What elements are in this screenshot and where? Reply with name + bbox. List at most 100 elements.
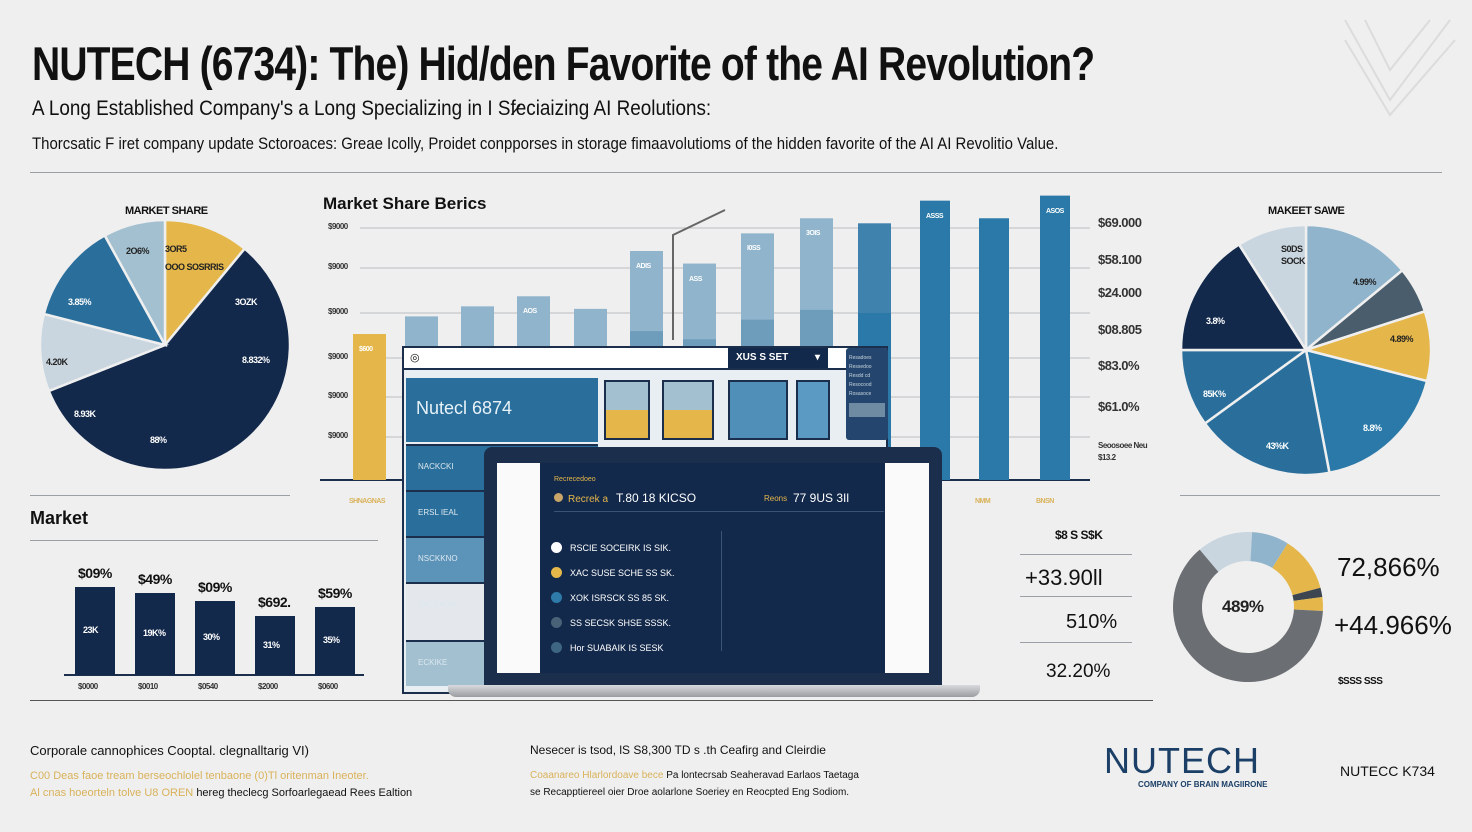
donut-caption: $SSS SSS (1338, 676, 1383, 687)
bar (75, 587, 115, 675)
legend-dot-icon (551, 567, 562, 578)
data-label: 8.8% (1363, 423, 1382, 433)
window-titlebar: ◎ XUS S SET ▾ (404, 348, 886, 370)
dropdown-icon: ▾ (814, 352, 820, 363)
app-logo-icon: ◎ (410, 352, 420, 364)
right-axis-label: Seoosoee Neu (1098, 441, 1148, 450)
data-label: OOO SOSRRIS (165, 262, 224, 272)
donut-slice (1250, 532, 1288, 568)
donut-slice (1199, 532, 1253, 572)
y-tick-label: $9000 (328, 307, 348, 316)
stat-value: 32.20% (1046, 661, 1111, 682)
y-tick-label: $9000 (328, 262, 348, 271)
left-pie-title: MARKET SHARE (125, 205, 208, 217)
x-tick-label: $0000 (78, 682, 98, 691)
x-tick-label: BNSN (1036, 498, 1054, 505)
footer-left-line2: Al cnas hoeorteln tolve U8 OREN hereg th… (30, 787, 413, 799)
left-pie-slice (47, 246, 292, 472)
donut-slice (1293, 596, 1323, 612)
data-label: 3.85% (68, 297, 92, 307)
bar-segment (979, 309, 1009, 480)
data-label: 8.832% (242, 355, 270, 365)
window-title[interactable]: XUS S SET ▾ (728, 348, 828, 368)
right-pie-slice (1179, 242, 1309, 352)
left-pie-slice (103, 218, 167, 346)
data-label: 8.93K (74, 409, 96, 419)
ticker: NUTECC K734 (1340, 763, 1435, 779)
x-tick-label: $0540 (198, 682, 218, 691)
bar (353, 334, 386, 480)
data-label: 4.89% (1390, 334, 1414, 344)
right-pie-slice (1304, 223, 1405, 353)
donut-slice (1173, 549, 1323, 682)
data-label: 88% (150, 435, 167, 445)
legend-item: XOK ISRSCK SS 85 SK. (551, 585, 675, 610)
bar-label: ADIS (636, 262, 651, 270)
legend-dot-icon (551, 542, 562, 553)
bar-label: $600 (359, 346, 373, 354)
right-pie-slice (1203, 347, 1331, 477)
bar-chart-title: Market Share Berics (323, 194, 487, 213)
bar-label: AOS (523, 308, 537, 316)
bar-segment (1040, 295, 1070, 480)
legend-item: XAC SUSE SCHE SS SK. (551, 560, 675, 585)
data-label: 3OZK (235, 297, 258, 307)
divider (30, 495, 290, 496)
right-axis-label: $08.805 (1098, 322, 1142, 337)
stat-value: 510% (1066, 611, 1118, 633)
footer-mid-title: Nesecer is tsod, lS S8,300 TD s .th Ceaf… (530, 743, 826, 757)
stat-value: +33.90ll (1025, 565, 1103, 590)
legend-dot-icon (551, 617, 562, 628)
footer-mid-line2: se Recapptiereel oier Droe aolarlone Soe… (530, 787, 850, 798)
x-tick-label: $2000 (258, 682, 278, 691)
data-label: 43%K (1266, 441, 1289, 451)
bar (195, 601, 235, 675)
page-description: Thorcsatic F iret company update Sctoroa… (32, 134, 1059, 153)
divider (30, 172, 1442, 173)
right-pie-slice (1179, 348, 1310, 426)
left-pie-slice (42, 233, 168, 347)
mini-card (662, 380, 714, 440)
footer-left-title: Corporale cannophices Cooptal. clegnallt… (30, 743, 309, 758)
x-tick-label: $0600 (318, 682, 338, 691)
bar-label: ASOS (1046, 207, 1064, 215)
x-tick-label: NMM (975, 498, 991, 505)
stat-1: Recrek a (554, 493, 608, 505)
laptop-base (448, 685, 980, 697)
right-axis-label: $13.2 (1098, 453, 1116, 462)
footer-left-line1: C00 Deas faoe tream berseochlolel tenbao… (30, 770, 369, 782)
bar-value-label: $692. (258, 594, 291, 610)
bar-inner-label: 23K (83, 625, 99, 635)
market-heading: Market (30, 508, 89, 528)
nutech-logo: NUTECH (1104, 740, 1260, 781)
right-axis-label: $58.100 (1098, 252, 1142, 267)
data-label: 3OR5 (165, 244, 187, 254)
bar-inner-label: 30% (203, 632, 220, 642)
footer-mid-line1: Coaanareo Hlarlordoave bece Pa lontecrsa… (530, 770, 859, 781)
bar-label: ASSS (926, 212, 944, 220)
bar-value-label: $49% (138, 571, 172, 587)
legend-item: Hor SUABAIK IS SESK (551, 635, 675, 660)
donut-center-label: 489% (1222, 597, 1264, 616)
side-card: Resadoes Ressedoo Resdd cd Resocood Rosa… (846, 348, 888, 440)
bar-value-label: $59% (318, 585, 352, 601)
x-tick-label: $0010 (138, 682, 158, 691)
page-title: NUTECH (6734): The) Hid/den Favorite of … (32, 37, 1095, 90)
data-label: 3.8% (1206, 316, 1225, 326)
right-axis-label: $24.000 (1098, 285, 1142, 300)
x-tick-label: SHNAGNAS (349, 498, 386, 505)
bar-label: 3OIS (806, 230, 820, 238)
laptop: Recrecedoeo Recrek a T.80 18 KICSO Reons… (484, 447, 942, 687)
right-pie-title: MAKEET SAWE (1268, 205, 1345, 217)
data-label: 85K% (1203, 389, 1226, 399)
laptop-screen: Recrecedoeo Recrek a T.80 18 KICSO Reons… (497, 463, 929, 673)
data-label: 2O6% (126, 246, 150, 256)
divider (30, 540, 378, 541)
bar-inner-label: 35% (323, 635, 340, 645)
bar (135, 593, 175, 675)
bar-value-label: $09% (78, 565, 112, 581)
right-pie-slice (1304, 348, 1429, 475)
dot-icon (554, 493, 563, 502)
legend-item: RSCIE SOCEIRK IS SIK. (551, 535, 675, 560)
donut-value: 72,866% (1337, 552, 1440, 582)
